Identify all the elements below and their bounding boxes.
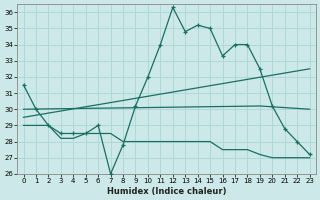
X-axis label: Humidex (Indice chaleur): Humidex (Indice chaleur) (107, 187, 226, 196)
